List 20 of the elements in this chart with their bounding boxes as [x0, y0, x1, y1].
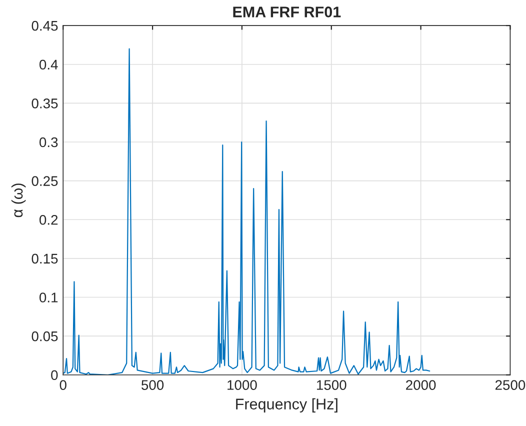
y-tick-label: 0.15: [32, 254, 58, 264]
chart-title: EMA FRF RF01: [233, 6, 341, 18]
x-tick-label: 500: [142, 380, 164, 390]
x-axis-title: Frequency [Hz]: [236, 398, 338, 412]
y-tick-label: 0.45: [32, 20, 58, 31]
y-tick-label: 0.2: [39, 214, 58, 225]
x-tick-label: 2500: [495, 380, 526, 390]
y-tick-label: 0.3: [39, 137, 58, 148]
x-tick-label: 0: [60, 380, 66, 390]
x-tick-label: 2000: [406, 380, 436, 390]
y-tick-label: 0.35: [32, 98, 58, 108]
y-tick-label: 0.05: [32, 331, 58, 342]
x-tick-label: 1000: [228, 380, 257, 390]
x-tick-label: 1500: [316, 380, 346, 390]
line-series: [63, 48, 430, 375]
y-tick-label: 0.4: [39, 60, 58, 70]
y-tick-label: 0: [51, 370, 58, 380]
y-tick-label: 0.25: [32, 176, 58, 186]
y-axis-title: α (ω): [11, 184, 26, 218]
y-tick-label: 0.1: [39, 292, 58, 302]
